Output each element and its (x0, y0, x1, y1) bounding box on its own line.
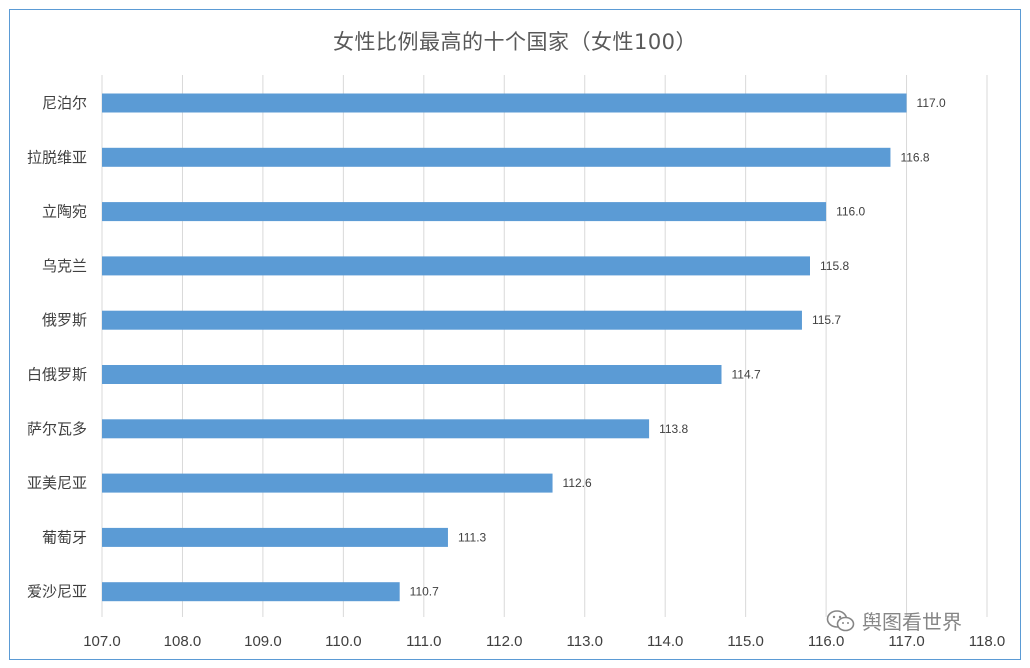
watermark: 舆图看世界 (826, 606, 962, 635)
data-label: 115.7 (812, 313, 841, 327)
bar (102, 256, 810, 276)
data-label: 115.8 (820, 259, 849, 273)
bar (102, 365, 722, 384)
category-label: 立陶宛 (42, 203, 87, 221)
bar (102, 310, 802, 330)
bar (102, 419, 650, 439)
data-label: 110.7 (410, 585, 439, 599)
x-tick-label: 118.0 (969, 633, 1005, 650)
x-tick-label: 116.0 (808, 633, 844, 650)
category-label: 爱沙尼亚 (27, 583, 87, 601)
bar (102, 93, 907, 113)
x-tick-label: 111.0 (406, 633, 441, 650)
x-tick-label: 114.0 (647, 633, 683, 650)
data-label: 117.0 (917, 96, 946, 110)
x-tick-label: 108.0 (164, 633, 202, 650)
category-label: 乌克兰 (42, 257, 87, 275)
x-tick-label: 109.0 (244, 633, 282, 650)
data-label: 116.8 (900, 150, 929, 164)
x-tick-label: 113.0 (567, 633, 603, 650)
chart-title: 女性比例最高的十个国家（女性100） (332, 30, 698, 54)
category-label: 俄罗斯 (42, 311, 87, 329)
data-label: 111.3 (458, 530, 487, 544)
chart-frame (9, 9, 1021, 660)
category-label: 亚美尼亚 (27, 474, 87, 492)
x-tick-label: 112.0 (486, 633, 522, 650)
watermark-text: 舆图看世界 (862, 610, 962, 634)
data-label: 113.8 (659, 422, 688, 436)
x-tick-label: 107.0 (83, 633, 121, 650)
x-tick-label: 110.0 (325, 633, 361, 650)
category-label: 白俄罗斯 (27, 366, 87, 384)
data-labels: 117.0 116.8 116.0 115.8 115.7 114.7 113.8 112.6… (410, 96, 946, 599)
bar (102, 473, 553, 493)
category-label: 萨尔瓦多 (27, 420, 87, 438)
x-tick-label: 115.0 (727, 633, 763, 650)
category-label: 拉脱维亚 (27, 148, 87, 166)
x-axis-tick-labels: 107.0 108.0 109.0 110.0 111.0 112.0 113.0 114.0… (83, 633, 1005, 650)
data-label: 116.0 (836, 205, 865, 219)
data-label: 112.6 (563, 476, 592, 490)
bar (102, 147, 891, 167)
bar (102, 527, 448, 547)
bar-layer (102, 93, 907, 602)
category-label: 尼泊尔 (42, 94, 87, 112)
x-tick-label: 117.0 (888, 633, 924, 650)
bar (102, 582, 400, 602)
data-label: 114.7 (732, 368, 761, 382)
wechat-icon (826, 609, 855, 631)
category-label: 葡萄牙 (42, 528, 87, 546)
bar (102, 202, 827, 222)
